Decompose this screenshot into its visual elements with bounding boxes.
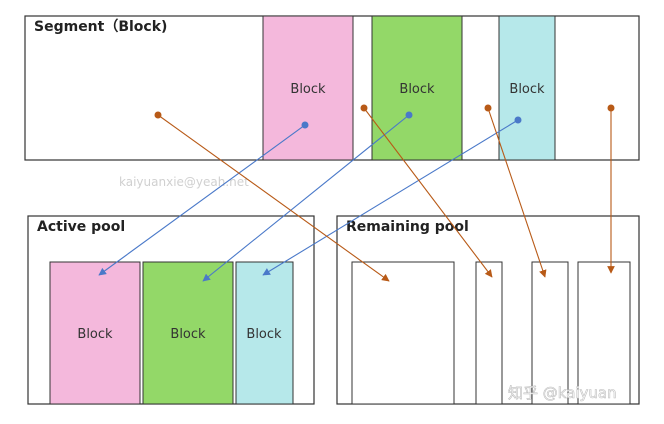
remaining-pool-box: Remaining pool: [336, 215, 640, 405]
segment-block-pink-label: Block: [290, 82, 326, 97]
orange-arrows: [154, 104, 615, 282]
active-pool-box: Active pool Block Block Block: [27, 215, 315, 405]
remaining-block-2: [475, 261, 503, 405]
watermark-email: kaiyuanxie@yeah.net: [119, 175, 249, 189]
remaining-pool-title: Remaining pool: [346, 219, 469, 235]
arrow-cyan-to-active: [262, 119, 519, 276]
remaining-block-1: [351, 261, 455, 405]
blue-arrows: [98, 111, 522, 282]
active-block-cyan-label: Block: [246, 327, 282, 342]
arrow-pink-to-active: [98, 124, 306, 276]
remaining-block-4: [577, 261, 631, 405]
segment-block-green-label: Block: [399, 82, 435, 97]
segment-block-cyan-label: Block: [509, 82, 545, 97]
active-block-pink: [49, 261, 141, 405]
segment-block-green: [371, 15, 463, 161]
arrow-free1-to-remaining: [157, 114, 390, 282]
segment-block-pink: [262, 15, 354, 161]
remaining-block-3: [531, 261, 569, 405]
segment-box: Segment（Block) Block Block Block: [24, 15, 640, 161]
segment-title: Segment（Block): [34, 19, 167, 35]
active-block-green: [142, 261, 234, 405]
active-block-green-label: Block: [170, 327, 206, 342]
active-pool-title: Active pool: [37, 219, 125, 235]
arrow-free3-to-remaining: [487, 107, 547, 278]
segment-block-cyan: [498, 15, 556, 161]
active-block-pink-label: Block: [77, 327, 113, 342]
arrow-green-to-active: [202, 114, 410, 282]
watermark-zhihu: 知乎 @kaiyuan: [508, 384, 617, 402]
arrow-free2-to-remaining: [363, 107, 493, 278]
active-block-cyan: [235, 261, 294, 405]
